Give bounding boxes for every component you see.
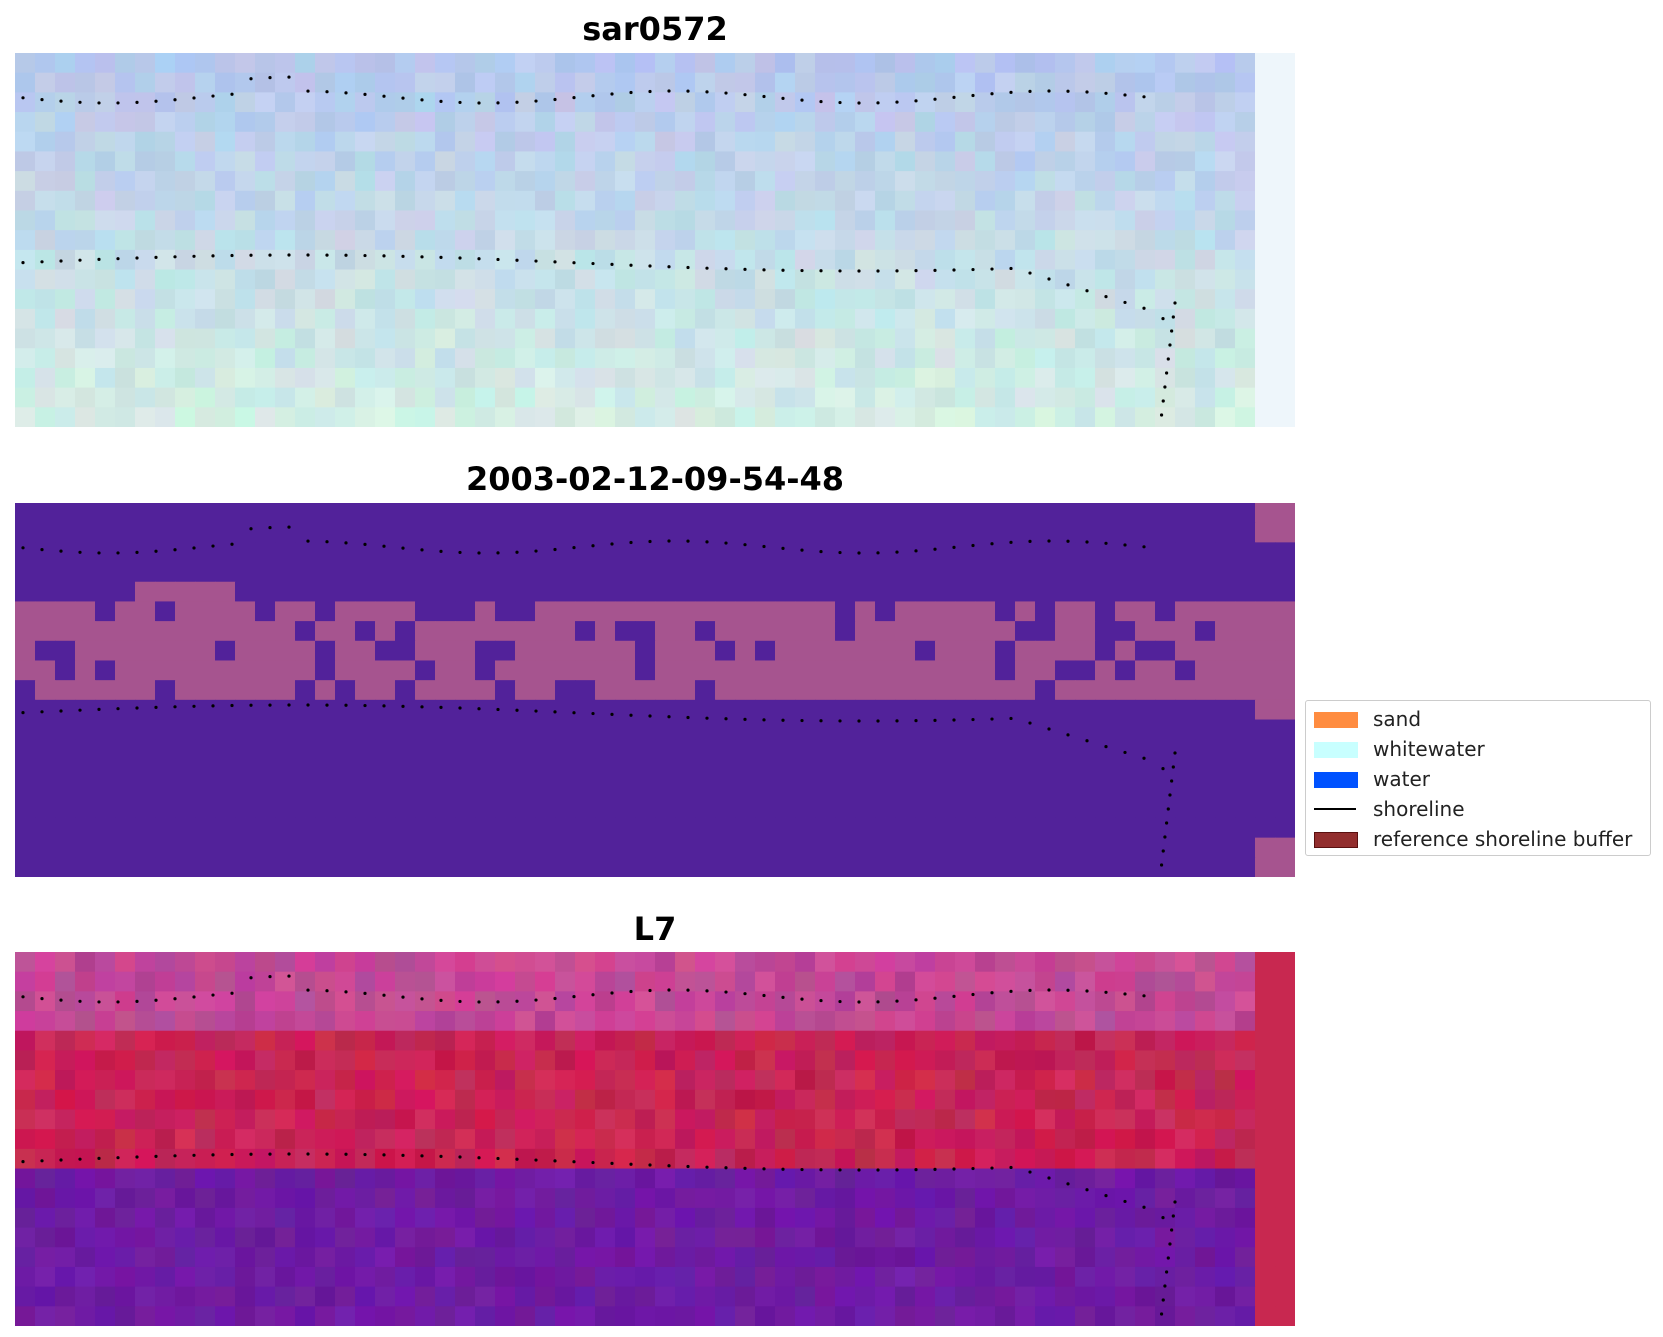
panel-title-classified: 2003-02-12-09-54-48 <box>465 460 845 498</box>
classified-image-panel <box>15 503 1295 877</box>
rgb-image <box>15 53 1295 427</box>
shoreline-dots <box>21 974 1177 1316</box>
shoreline-dots <box>21 75 1177 417</box>
legend-label-whitewater: whitewater <box>1373 737 1485 761</box>
panel-title-index: L7 <box>633 910 677 948</box>
index-image-panel <box>15 952 1295 1326</box>
legend-item-whitewater: whitewater <box>1306 734 1650 762</box>
legend-label-sand: sand <box>1373 707 1422 731</box>
legend-item-water: water <box>1306 764 1650 792</box>
legend-item-reference-buffer: reference shoreline buffer <box>1306 824 1650 852</box>
legend-item-sand: sand <box>1306 704 1650 732</box>
reference-buffer-swatch <box>1314 832 1358 848</box>
rgb-image-panel <box>15 53 1295 427</box>
legend: sand whitewater water shoreline referenc… <box>1305 700 1651 856</box>
legend-label-shoreline: shoreline <box>1373 797 1465 821</box>
sand-swatch <box>1314 712 1358 728</box>
whitewater-swatch <box>1314 742 1358 758</box>
legend-label-water: water <box>1373 767 1430 791</box>
index-image <box>15 952 1295 1326</box>
panel-title-rgb: sar0572 <box>582 10 728 48</box>
shoreline-dots <box>21 525 1177 867</box>
legend-item-shoreline: shoreline <box>1306 794 1650 822</box>
classified-image <box>15 503 1295 877</box>
legend-label-reference-buffer: reference shoreline buffer <box>1373 827 1633 851</box>
shoreline-line-swatch <box>1314 808 1356 810</box>
water-swatch <box>1314 772 1358 788</box>
